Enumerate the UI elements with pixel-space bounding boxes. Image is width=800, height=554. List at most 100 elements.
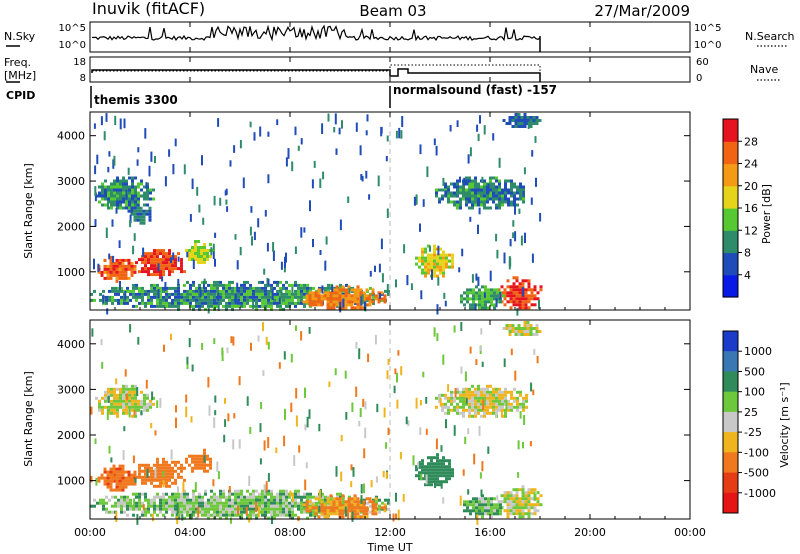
data-cell (522, 396, 525, 400)
data-cell (174, 295, 177, 299)
data-cell (110, 200, 113, 204)
data-cell (442, 253, 445, 257)
data-cell (465, 176, 468, 180)
data-cell (447, 197, 450, 201)
data-cell (341, 503, 345, 507)
data-cell (234, 234, 237, 240)
data-cell (512, 509, 516, 513)
data-cell (417, 462, 420, 468)
data-cell (219, 513, 222, 517)
data-cell (210, 501, 213, 505)
data-cell (116, 200, 119, 204)
data-cell (203, 469, 206, 473)
data-cell (222, 489, 225, 493)
data-cell (474, 405, 477, 409)
data-cell (460, 322, 463, 331)
data-cell (134, 396, 137, 400)
data-cell (478, 303, 481, 307)
data-cell (112, 255, 115, 263)
data-cell (204, 292, 207, 296)
data-cell (255, 304, 258, 308)
data-cell (126, 495, 129, 499)
data-cell (219, 492, 222, 496)
data-cell (380, 127, 383, 137)
data-cell (441, 197, 444, 201)
data-cell (532, 119, 536, 122)
data-cell (102, 294, 105, 304)
y-tick-label: 1000 (57, 266, 85, 279)
data-cell (504, 185, 507, 189)
data-cell (421, 459, 424, 463)
data-cell (194, 240, 197, 243)
data-cell (430, 256, 433, 260)
data-cell (131, 203, 134, 207)
data-cell (486, 194, 489, 198)
data-cell (222, 504, 225, 508)
data-cell (134, 384, 137, 388)
data-cell (335, 509, 339, 513)
data-cell (487, 446, 490, 454)
data-cell (516, 399, 519, 403)
data-cell (174, 507, 177, 511)
data-cell (240, 301, 243, 305)
data-cell (153, 510, 156, 514)
data-cell (362, 512, 366, 516)
data-cell (171, 270, 174, 274)
data-cell (415, 474, 418, 478)
data-cell (436, 265, 439, 269)
data-cell (471, 203, 474, 207)
data-cell (252, 292, 255, 296)
data-cell (194, 463, 197, 467)
data-cell (112, 261, 116, 265)
data-cell (479, 115, 481, 124)
data-cell (524, 497, 528, 501)
data-cell (374, 297, 378, 301)
data-cell (472, 497, 475, 501)
data-cell (133, 209, 137, 213)
data-cell (344, 288, 348, 292)
data-cell (132, 513, 135, 517)
data-cell (111, 289, 114, 293)
data-cell (521, 485, 525, 489)
data-cell (519, 411, 522, 419)
data-cell (495, 298, 498, 308)
data-cell (320, 303, 324, 307)
data-cell (495, 188, 498, 192)
data-cell (480, 197, 483, 201)
data-cell (498, 203, 501, 207)
data-cell (493, 306, 496, 310)
data-cell (234, 492, 237, 496)
data-cell (439, 483, 442, 487)
data-cell (250, 342, 252, 351)
data-cell (369, 286, 372, 290)
data-cell (521, 491, 525, 495)
data-cell (108, 295, 111, 299)
data-cell (338, 497, 342, 501)
data-cell (523, 113, 527, 116)
data-cell (483, 390, 486, 394)
data-cell (461, 248, 464, 257)
data-cell (469, 147, 472, 157)
data-cell (107, 393, 110, 397)
data-cell (180, 270, 183, 274)
data-cell (177, 495, 180, 499)
data-cell (113, 188, 116, 192)
data-cell (513, 197, 516, 201)
data-cell (504, 200, 507, 204)
data-cell (317, 300, 321, 304)
data-cell (490, 509, 493, 513)
data-cell (514, 370, 517, 381)
data-cell (261, 301, 264, 305)
data-cell (153, 283, 156, 287)
data-cell (222, 286, 225, 290)
data-cell (358, 348, 361, 360)
data-cell (512, 506, 516, 510)
data-cell (482, 399, 485, 411)
data-cell (427, 253, 430, 257)
data-cell (355, 341, 358, 349)
data-cell (204, 510, 207, 514)
data-cell (177, 298, 180, 302)
data-cell (319, 178, 322, 189)
data-cell (478, 500, 481, 504)
data-cell (367, 353, 370, 363)
